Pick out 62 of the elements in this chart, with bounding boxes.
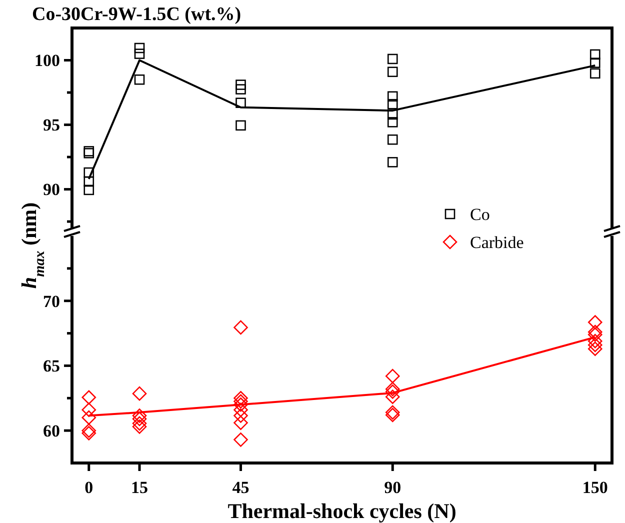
point xyxy=(236,98,246,108)
point xyxy=(134,48,145,59)
point xyxy=(236,80,246,90)
point xyxy=(132,408,147,423)
point xyxy=(588,334,602,348)
y-tick-label: 95 xyxy=(43,116,60,135)
point xyxy=(234,394,248,409)
point xyxy=(387,91,398,102)
legend-label: Co xyxy=(470,204,490,224)
y-tick-label: 90 xyxy=(43,180,60,200)
point xyxy=(387,98,398,110)
point xyxy=(84,184,94,196)
x-tick-label: 150 xyxy=(582,478,608,497)
point xyxy=(236,84,246,94)
point xyxy=(82,426,96,440)
point xyxy=(234,432,248,447)
point xyxy=(590,68,600,79)
x-tick-label: 15 xyxy=(131,478,148,497)
point xyxy=(132,386,147,401)
point xyxy=(588,338,602,352)
point xyxy=(234,390,248,406)
y-tick-label: 60 xyxy=(43,422,60,441)
point xyxy=(234,408,248,423)
point xyxy=(84,167,94,178)
point xyxy=(588,315,602,330)
point xyxy=(385,390,400,404)
point xyxy=(385,368,400,384)
point xyxy=(82,390,96,405)
point xyxy=(387,54,398,64)
x-tick-label: 90 xyxy=(384,478,402,497)
x-tick-label: 0 xyxy=(84,478,94,497)
point xyxy=(234,397,248,412)
point xyxy=(82,410,96,425)
point xyxy=(234,416,248,430)
point xyxy=(387,157,398,168)
point xyxy=(234,402,248,417)
point xyxy=(387,117,398,128)
chart-title: Co-30Cr-9W-1.5C (wt.%) xyxy=(32,4,242,25)
point xyxy=(234,320,248,335)
point xyxy=(236,120,246,131)
x-tick-label: 45 xyxy=(232,478,250,497)
point xyxy=(82,423,96,438)
point xyxy=(588,342,602,356)
point xyxy=(132,412,147,426)
y-tick-label: 65 xyxy=(43,356,60,376)
point xyxy=(387,66,398,78)
legend-label: Carbide xyxy=(470,232,524,252)
y-tick-label: 100 xyxy=(34,51,60,70)
point xyxy=(132,416,147,431)
point xyxy=(590,49,600,60)
point xyxy=(132,420,147,434)
point xyxy=(387,134,398,145)
point xyxy=(590,58,600,68)
point xyxy=(84,176,94,187)
x-axis-title: Thermal-shock cycles (N) xyxy=(228,499,456,523)
point xyxy=(82,402,96,417)
point xyxy=(385,384,400,399)
point xyxy=(387,109,398,120)
point xyxy=(385,382,400,396)
point xyxy=(134,74,145,85)
point xyxy=(134,42,145,54)
y-tick-label: 70 xyxy=(43,292,60,311)
